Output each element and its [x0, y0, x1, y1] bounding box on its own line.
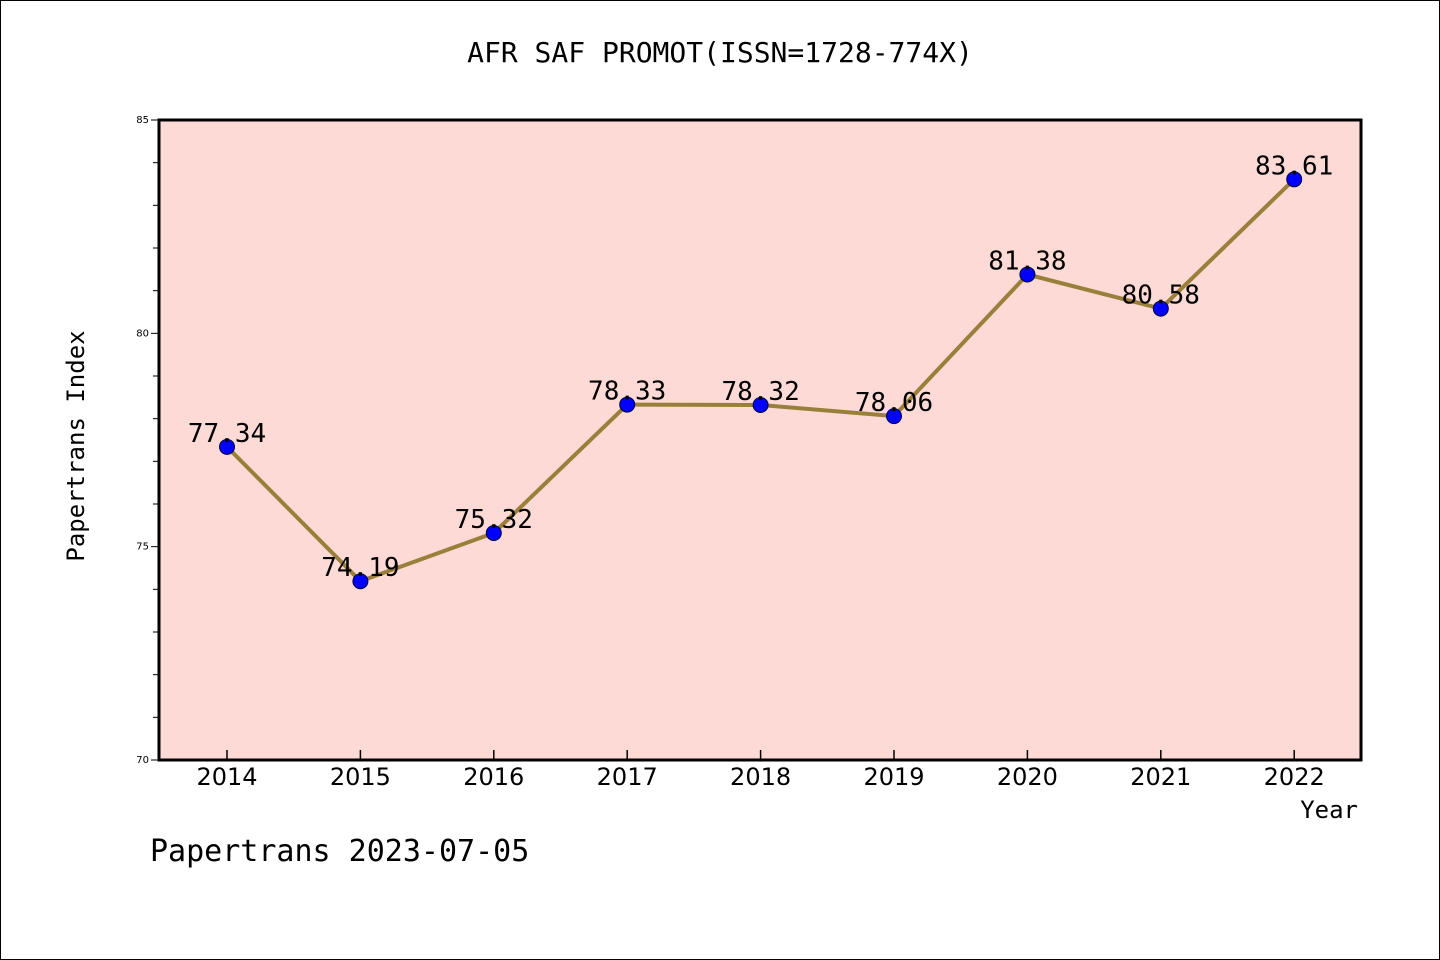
data-point	[619, 396, 636, 413]
data-label: 77.34	[188, 419, 266, 449]
x-tick-label: 2020	[997, 763, 1058, 791]
x-tick-label: 2017	[597, 763, 658, 791]
x-tick-label: 2019	[863, 763, 924, 791]
data-point	[886, 408, 902, 425]
data-point	[752, 397, 769, 414]
x-tick-label: 2021	[1130, 763, 1191, 791]
data-labels: 77.34 74.19 75.32 78.33 78.32 78.06 81.38 80.58…	[188, 151, 1333, 583]
data-label: 78.06	[855, 388, 933, 418]
y-axis-label: Papertrans Index	[62, 330, 90, 562]
data-label: 80.58	[1122, 281, 1200, 311]
data-point	[219, 438, 235, 455]
plot-area	[159, 120, 1361, 760]
x-tick-label: 2022	[1264, 763, 1325, 791]
data-label: 78.32	[721, 377, 799, 407]
x-tick-label: 2018	[730, 763, 791, 791]
data-point	[1019, 266, 1036, 283]
x-tick-label: 2016	[463, 763, 524, 791]
series-markers	[219, 171, 1303, 590]
plot-border	[157, 118, 1363, 762]
chart-title: AFR SAF PROMOT(ISSN=1728-774X)	[467, 36, 973, 69]
data-point	[1286, 171, 1303, 188]
y-tick-label: 80	[136, 328, 149, 339]
y-tick-label: 75	[136, 542, 149, 553]
data-label: 74.19	[321, 553, 399, 583]
y-axis-ticks: 70 75 80 85	[136, 115, 159, 766]
x-axis-ticks: 2014 2015 2016 2017 2018 2019 2020 2021 2022	[196, 750, 1325, 791]
y-tick-label: 70	[136, 755, 149, 766]
y-tick-label: 85	[136, 115, 149, 126]
x-tick-label: 2014	[196, 763, 257, 791]
data-label: 75.32	[455, 505, 533, 535]
data-label: 78.33	[588, 377, 666, 407]
data-point	[352, 573, 369, 590]
data-label: 83.61	[1255, 151, 1333, 181]
data-point	[485, 525, 502, 542]
data-point	[1152, 300, 1169, 317]
x-axis-label: Year	[1300, 796, 1358, 824]
footer-date: Papertrans 2023-07-05	[150, 834, 530, 869]
x-tick-label: 2015	[330, 763, 391, 791]
data-label: 81.38	[988, 246, 1066, 276]
